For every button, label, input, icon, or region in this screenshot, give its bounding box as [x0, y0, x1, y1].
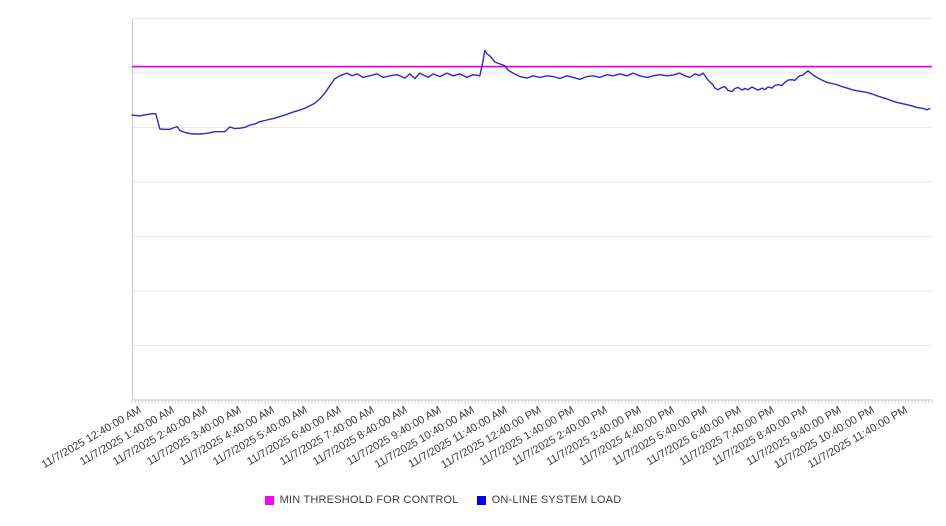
plot-svg	[131, 18, 933, 404]
load-chart: 11/7/2025 12:40:00 AM 11/7/2025 1:40:00 A…	[39, 18, 933, 471]
x-axis-minor-ticks	[131, 400, 933, 404]
legend-label-load: ON-LINE SYSTEM LOAD	[491, 494, 622, 506]
legend-label-threshold: MIN THRESHOLD FOR CONTROL	[279, 494, 459, 506]
legend-item-threshold[interactable]: MIN THRESHOLD FOR CONTROL	[264, 494, 459, 506]
legend: MIN THRESHOLD FOR CONTROL ON-LINE SYSTEM…	[0, 494, 916, 506]
legend-item-load[interactable]: ON-LINE SYSTEM LOAD	[476, 494, 622, 506]
load-swatch-icon	[476, 495, 486, 505]
threshold-swatch-icon	[264, 495, 274, 505]
load-series-line	[131, 49, 931, 135]
